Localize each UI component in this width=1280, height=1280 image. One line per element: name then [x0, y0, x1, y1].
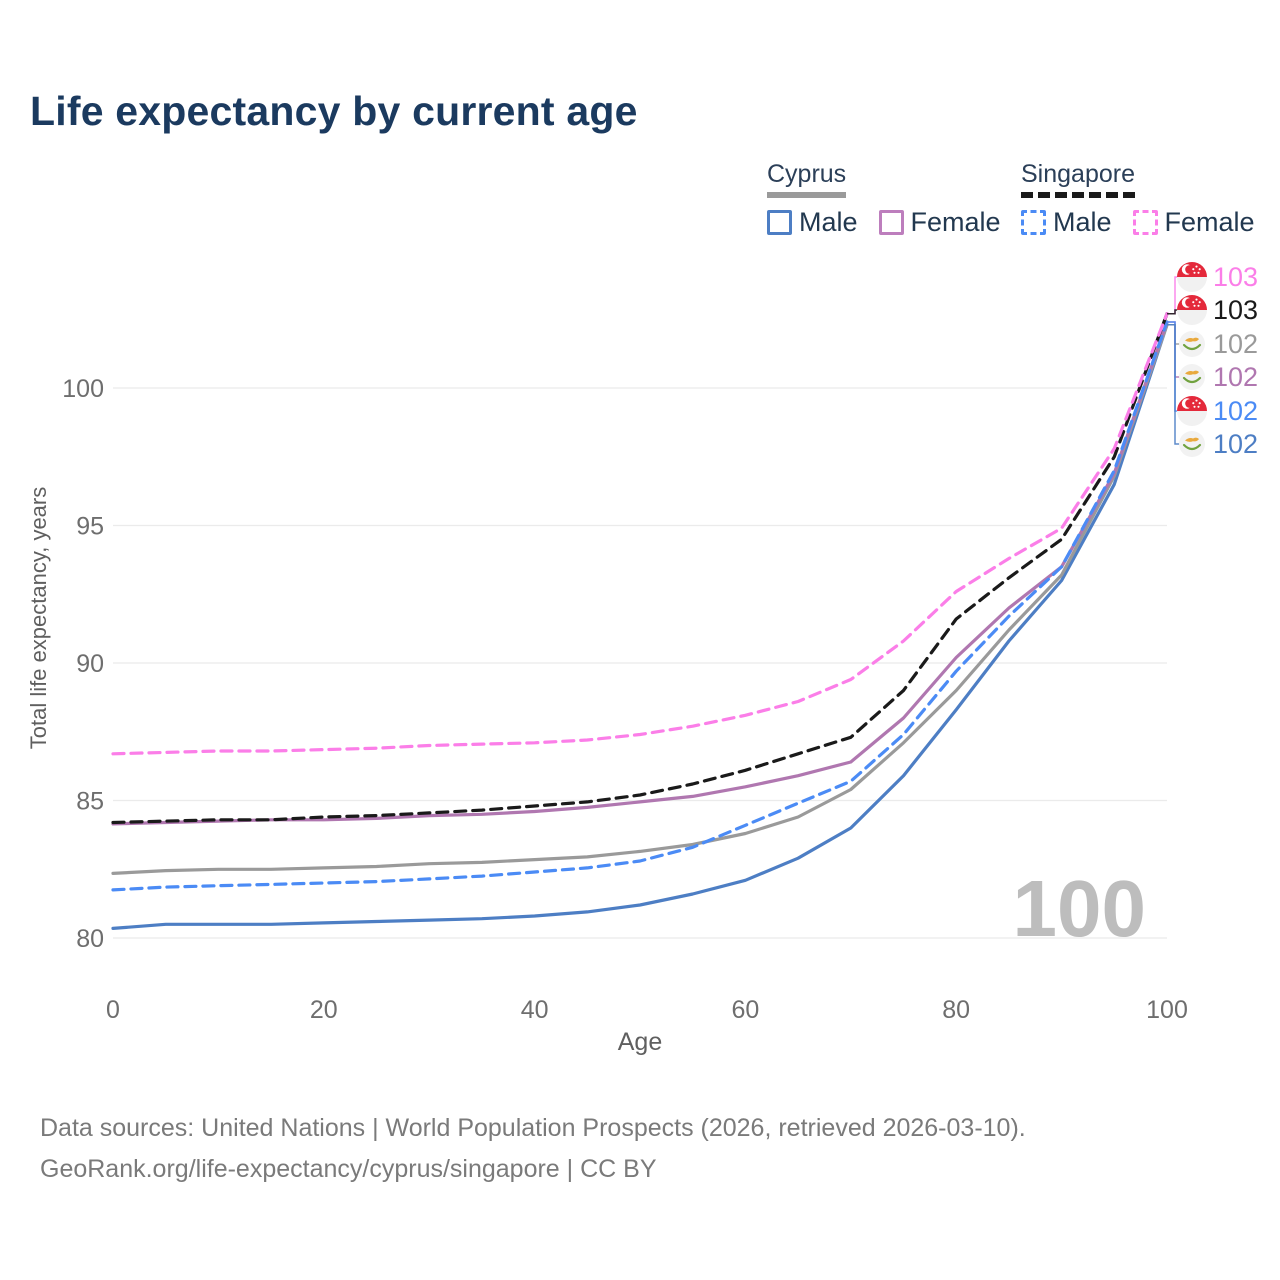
cyprus-flag-icon	[1179, 331, 1205, 357]
age-watermark: 100	[1013, 864, 1146, 953]
legend-item-singapore-female[interactable]: Female	[1132, 207, 1255, 238]
legend-item-singapore-male[interactable]: Male	[1021, 207, 1112, 238]
cyprus-flag-icon	[1179, 364, 1205, 390]
series-line-singapore-female[interactable]	[111, 312, 1169, 756]
legend-row-cyprus: Male Female	[767, 207, 1001, 238]
cyprus-male-swatch-icon	[767, 210, 792, 235]
y-tick-label-90: 90	[76, 650, 104, 678]
end-value-label-cyprus-male: 102	[1213, 429, 1258, 459]
source-line-2: GeoRank.org/life-expectancy/cyprus/singa…	[40, 1155, 657, 1183]
legend-group-singapore: Singapore Male Female	[1021, 160, 1255, 238]
legend-group-cyprus: Cyprus Male Female	[767, 160, 1001, 238]
legend-header-cyprus: Cyprus	[767, 160, 847, 198]
end-value-label-singapore-male: 102	[1213, 396, 1258, 426]
y-tick-label-95: 95	[76, 513, 104, 541]
cyprus-female-swatch-icon	[878, 210, 904, 235]
end-value-label-cyprus: 102	[1213, 329, 1258, 359]
source-line-1: Data sources: United Nations | World Pop…	[40, 1114, 1026, 1142]
page-title: Life expectancy by current age	[30, 88, 638, 134]
end-label-connector	[1167, 321, 1180, 378]
singapore-female-swatch-icon	[1132, 210, 1158, 235]
series-line-singapore[interactable]	[111, 312, 1169, 825]
cyprus-flag-icon	[1179, 431, 1205, 457]
legend-item-cyprus-female[interactable]: Female	[878, 207, 1001, 238]
y-axis-title: Total life expectancy, years	[26, 487, 51, 750]
x-axis-title: Age	[618, 1028, 662, 1056]
singapore-male-swatch-icon	[1021, 210, 1046, 235]
end-value-label-singapore-female: 103	[1213, 262, 1258, 292]
x-tick-label-0: 0	[106, 996, 120, 1024]
end-value-label-cyprus-female: 102	[1213, 362, 1258, 392]
legend-header-singapore: Singapore	[1021, 160, 1135, 198]
y-tick-label-80: 80	[76, 925, 104, 953]
end-value-label-singapore: 103	[1213, 295, 1258, 325]
end-label-connector	[1167, 324, 1180, 345]
series-line-cyprus-male[interactable]	[111, 323, 1169, 931]
x-tick-label-100: 100	[1146, 996, 1188, 1024]
legend-item-label: Female	[1164, 207, 1255, 237]
y-tick-label-100: 100	[62, 375, 104, 403]
series-line-singapore-male[interactable]	[111, 320, 1169, 892]
legend-item-label: Male	[799, 207, 858, 237]
series-line-cyprus-female[interactable]	[111, 320, 1169, 826]
x-tick-label-40: 40	[521, 996, 549, 1024]
singapore-flag-icon	[1177, 295, 1207, 325]
legend-row-singapore: Male Female	[1021, 207, 1255, 238]
end-label-connector	[1167, 324, 1180, 445]
legend-item-label: Male	[1053, 207, 1112, 237]
singapore-flag-icon	[1177, 396, 1207, 426]
x-tick-label-80: 80	[942, 996, 970, 1024]
source-text: Data sources: United Nations | World Pop…	[40, 1108, 1026, 1190]
legend-item-cyprus-male[interactable]: Male	[767, 207, 858, 238]
life-expectancy-chart: 80 85 90 95 100 100 0 20 40 60 80 100 Age Total life …	[26, 262, 1258, 1056]
end-label-connector	[1167, 321, 1180, 412]
y-tick-label-85: 85	[76, 788, 104, 816]
singapore-flag-icon	[1177, 262, 1207, 292]
series-line-cyprus[interactable]	[111, 323, 1169, 876]
legend-item-label: Female	[910, 207, 1001, 237]
x-tick-label-20: 20	[310, 996, 338, 1024]
x-tick-label-60: 60	[731, 996, 759, 1024]
